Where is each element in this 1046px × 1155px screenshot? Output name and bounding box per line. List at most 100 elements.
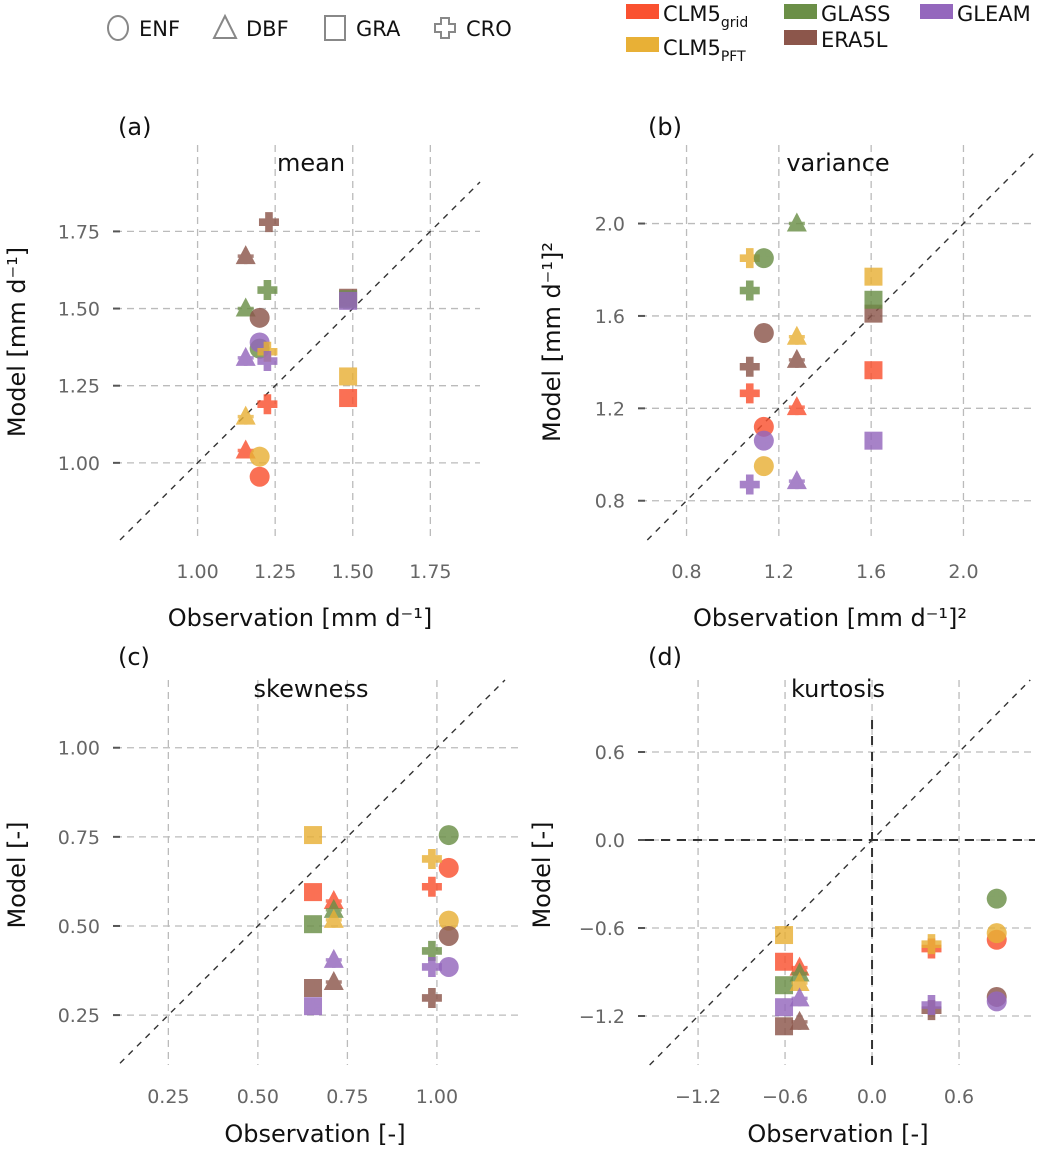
error-bar [440, 859, 457, 876]
error-bar [259, 396, 276, 413]
panel-c: 0.25 0.50 0.75 1.00 0.25 0.50 0.75 1.00 (c) skewn… [3, 643, 520, 1148]
legend-item-gleam: GLEAM [920, 2, 1031, 26]
point-era5l-gra [304, 979, 323, 997]
point-era5l-dbf [323, 970, 344, 990]
error-bar [305, 980, 322, 996]
error-bar [755, 458, 772, 475]
point-era5l-dbf [789, 1010, 810, 1030]
legend-label: CLM5PFT [663, 36, 746, 65]
panel-title: skewness [254, 675, 369, 703]
error-bar [305, 916, 322, 933]
point-era5l-cro [421, 987, 442, 1008]
error-bar [741, 358, 758, 375]
y-tick-label: 0.6 [595, 742, 625, 764]
error-bar [755, 250, 772, 267]
point-clm5grid-cro [739, 383, 760, 404]
point-era5l-dbf [235, 245, 256, 265]
x-tick-label: 0.25 [147, 1086, 189, 1108]
error-bar [259, 353, 276, 370]
points [304, 825, 459, 1016]
point-glass-enf [753, 248, 774, 269]
panel-label: (c) [118, 643, 150, 671]
point-glass-gra [864, 290, 883, 309]
x-tick-label: 0.50 [237, 1086, 279, 1108]
points [235, 212, 358, 487]
point-gleam-dbf [786, 470, 807, 490]
x-tick-label: 1.75 [409, 561, 451, 583]
point-era5l-enf [753, 323, 774, 344]
error-bar [340, 390, 357, 407]
point-clm5grid-gra [339, 389, 358, 408]
error-bar [776, 953, 793, 970]
error-bar [988, 993, 1005, 1010]
x-tick-label: 1.6 [856, 561, 886, 583]
point-clm5pft-dbf [235, 405, 256, 425]
x-axis-label: Observation [-] [224, 1120, 405, 1148]
point-era5l-cro [739, 356, 760, 377]
error-bar [305, 998, 322, 1015]
error-bar [423, 989, 440, 1006]
error-bar [788, 328, 805, 345]
x-tick-label: 2.0 [948, 561, 978, 583]
y-tick-label: 2.0 [595, 214, 625, 236]
error-bar [776, 927, 793, 944]
point-clm5pft-gra [339, 367, 358, 386]
legend-item-gra: GRA [324, 15, 401, 41]
error-bar [988, 925, 1005, 942]
y-tick-label: 0.25 [58, 1005, 100, 1027]
point-era5l-enf [438, 925, 459, 946]
error-bar [423, 878, 440, 895]
x-tick-label: 0.75 [326, 1086, 368, 1108]
panel-d: −1.2 −0.6 0.0 0.6 −1.2 −0.6 0.0 0.6 (d) kurtosis O… [528, 643, 1035, 1148]
point-era5l-gra [864, 304, 883, 323]
legend-item-clm5pft: CLM5PFT [626, 36, 746, 65]
error-bar [741, 282, 758, 299]
point-gleam-dbf [323, 948, 344, 968]
color-swatch [784, 30, 817, 45]
legend-label: CLM5grid [663, 2, 748, 31]
y-tick-label: 0.0 [595, 830, 625, 852]
plus-icon [434, 17, 456, 39]
y-axis-label: Model [mm d⁻¹]² [538, 242, 566, 442]
point-gleam-gra [339, 291, 358, 310]
y-axis-label: Model [-] [3, 821, 31, 928]
point-glass-enf [986, 888, 1007, 909]
error-bar [237, 349, 254, 366]
point-gleam-enf [753, 430, 774, 451]
y-axis-label: Model [-] [528, 821, 556, 928]
legend: ENF DBF GRA CRO CLM5grid GLASS GLEAM CLM5PFT ERA… [107, 2, 1031, 65]
y-tick-label: 0.50 [58, 916, 100, 938]
error-bar [741, 385, 758, 402]
error-bar [788, 399, 805, 416]
one-to-one-line [649, 679, 1031, 1066]
panel-label: (a) [118, 113, 151, 141]
legend-item-enf: ENF [107, 15, 180, 41]
error-bar [251, 309, 268, 326]
point-glass-enf [438, 825, 459, 846]
x-axis-label: Observation [-] [747, 1120, 928, 1148]
error-bar [865, 362, 882, 379]
point-clm5grid-cro [421, 876, 442, 897]
points [739, 212, 883, 495]
point-glass-gra [775, 976, 794, 995]
point-gleam-gra [775, 998, 794, 1017]
y-tick-label: −0.6 [579, 918, 625, 940]
x-tick-label: 1.00 [176, 561, 218, 583]
legend-label: GLEAM [957, 2, 1031, 26]
error-bar [325, 973, 342, 990]
error-bar [755, 432, 772, 449]
error-bar [325, 911, 342, 928]
legend-label: CRO [466, 17, 512, 41]
legend-label: GRA [356, 17, 401, 41]
point-clm5grid-dbf [786, 396, 807, 416]
error-bar [237, 408, 254, 425]
point-glass-dbf [235, 297, 256, 317]
error-bar [340, 368, 357, 385]
error-bar [865, 432, 882, 449]
point-gleam-cro [921, 995, 942, 1016]
point-glass-gra [304, 915, 323, 934]
point-glass-cro [257, 280, 278, 301]
x-tick-label: 1.2 [764, 561, 794, 583]
error-bar [305, 827, 322, 844]
legend-item-clm5grid: CLM5grid [626, 2, 748, 31]
